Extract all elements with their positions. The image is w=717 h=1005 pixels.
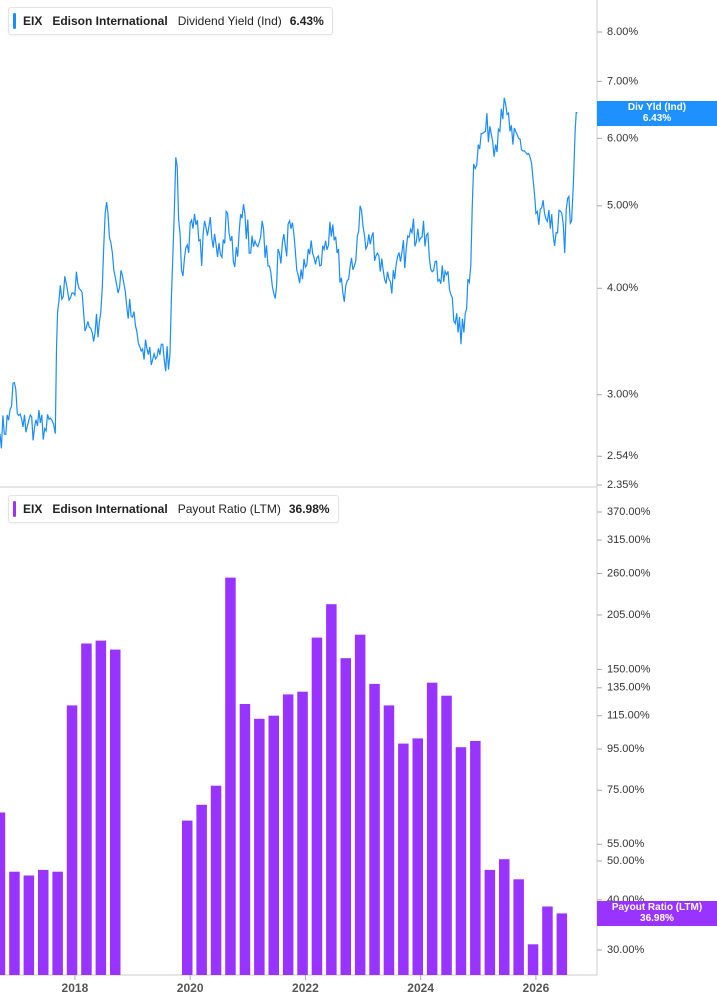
payout-bar bbox=[455, 747, 467, 975]
payout-bar bbox=[398, 743, 409, 975]
y-tick-label: 6.00% bbox=[607, 132, 638, 144]
badge-label: Div Yld (Ind) bbox=[627, 102, 687, 113]
dividend-yield-line bbox=[0, 97, 578, 449]
payout-bar bbox=[354, 634, 366, 975]
legend-metric: Payout Ratio (LTM) bbox=[177, 502, 281, 516]
payout-bar bbox=[441, 695, 452, 975]
payout-bar bbox=[369, 683, 380, 975]
y-tick-label: 150.00% bbox=[607, 663, 651, 675]
yield-swatch bbox=[13, 13, 16, 29]
payout-bar bbox=[470, 741, 481, 975]
y-tick-label: 75.00% bbox=[607, 784, 645, 796]
payout-bar bbox=[66, 705, 78, 975]
payout-bar bbox=[23, 875, 35, 975]
yield-axis: 8.00% 7.00% 6.00% 5.00% 4.00% 3.00% 2.54% 2.35% bbox=[597, 26, 638, 491]
payout-legend[interactable]: EIX Edison International Payout Ratio (L… bbox=[8, 495, 339, 523]
payout-bar bbox=[110, 649, 121, 975]
payout-swatch bbox=[13, 501, 16, 517]
payout-bar bbox=[426, 682, 438, 975]
y-tick-label: 30.00% bbox=[607, 944, 645, 956]
legend-company: Edison International bbox=[52, 14, 168, 28]
legend-metric: Dividend Yield (Ind) bbox=[177, 14, 282, 28]
payout-bar bbox=[311, 637, 323, 975]
payout-bar bbox=[412, 738, 423, 975]
y-tick-label: 8.00% bbox=[607, 26, 638, 38]
legend-value: 6.43% bbox=[289, 14, 324, 28]
payout-bar bbox=[499, 859, 510, 975]
y-tick-label: 3.00% bbox=[607, 389, 638, 401]
y-tick-label: 115.00% bbox=[607, 710, 650, 722]
y-tick-label: 7.00% bbox=[607, 75, 638, 87]
payout-bar bbox=[182, 820, 193, 975]
x-tick-label: 2018 bbox=[62, 981, 89, 995]
x-tick-label: 2024 bbox=[407, 981, 434, 995]
badge-label: Payout Ratio (LTM) bbox=[611, 902, 703, 913]
x-tick-label: 2026 bbox=[523, 981, 550, 995]
y-tick-label: 5.00% bbox=[607, 200, 638, 212]
payout-bar bbox=[282, 694, 294, 975]
y-tick-label: 2.35% bbox=[607, 479, 638, 491]
payout-bar bbox=[225, 577, 236, 975]
legend-company: Edison International bbox=[52, 502, 168, 516]
payout-bar bbox=[340, 658, 351, 975]
payout-bar bbox=[81, 643, 92, 975]
payout-bar bbox=[527, 944, 539, 975]
y-tick-label: 4.00% bbox=[607, 282, 638, 294]
legend-ticker: EIX bbox=[23, 14, 43, 28]
payout-bar bbox=[297, 691, 308, 975]
payout-bar bbox=[254, 718, 265, 975]
payout-bar bbox=[513, 879, 524, 975]
payout-bar bbox=[0, 812, 6, 975]
yield-legend[interactable]: EIX Edison International Dividend Yield … bbox=[8, 7, 333, 35]
payout-bar bbox=[484, 869, 496, 975]
payout-bar bbox=[210, 785, 222, 975]
payout-bar bbox=[556, 913, 568, 975]
y-tick-label: 370.00% bbox=[607, 506, 651, 518]
y-tick-label: 260.00% bbox=[607, 567, 651, 579]
payout-axis: 370.00% 315.00% 260.00% 205.00% 150.00% 135.0… bbox=[597, 506, 651, 956]
payout-bar bbox=[9, 871, 20, 975]
payout-value-badge: Payout Ratio (LTM) 36.98% bbox=[597, 901, 717, 926]
badge-value: 6.43% bbox=[642, 113, 672, 124]
y-tick-label: 55.00% bbox=[607, 838, 645, 850]
payout-bar bbox=[542, 906, 553, 975]
payout-bar bbox=[326, 604, 337, 975]
y-tick-label: 95.00% bbox=[607, 743, 645, 755]
payout-bar bbox=[95, 640, 107, 975]
payout-bar bbox=[38, 869, 49, 975]
badge-value: 36.98% bbox=[640, 913, 674, 924]
y-tick-label: 205.00% bbox=[607, 609, 651, 621]
payout-bars bbox=[0, 577, 568, 975]
legend-ticker: EIX bbox=[23, 502, 43, 516]
payout-bar bbox=[52, 871, 63, 975]
legend-value: 36.98% bbox=[288, 502, 330, 516]
payout-bar bbox=[239, 704, 251, 975]
yield-value-badge: Div Yld (Ind) 6.43% bbox=[597, 101, 717, 126]
x-axis: 2018 2020 2022 2024 2026 bbox=[62, 975, 550, 995]
y-tick-label: 2.54% bbox=[607, 450, 638, 462]
y-tick-label: 50.00% bbox=[607, 855, 645, 867]
y-tick-label: 315.00% bbox=[607, 534, 651, 546]
x-tick-label: 2022 bbox=[292, 981, 319, 995]
payout-bar bbox=[268, 715, 279, 975]
payout-bar bbox=[196, 804, 207, 975]
payout-bar bbox=[383, 705, 395, 975]
x-tick-label: 2020 bbox=[177, 981, 204, 995]
y-tick-label: 135.00% bbox=[607, 682, 651, 694]
